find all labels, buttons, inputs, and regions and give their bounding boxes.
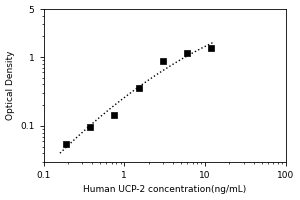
X-axis label: Human UCP-2 concentration(ng/mL): Human UCP-2 concentration(ng/mL) [83, 185, 246, 194]
Point [63, 142, 68, 145]
Point [160, 59, 165, 63]
Point [88, 125, 92, 128]
Point [136, 87, 141, 90]
Y-axis label: Optical Density: Optical Density [6, 51, 15, 120]
Point [112, 113, 117, 116]
Point [185, 51, 190, 55]
Point [209, 47, 214, 50]
